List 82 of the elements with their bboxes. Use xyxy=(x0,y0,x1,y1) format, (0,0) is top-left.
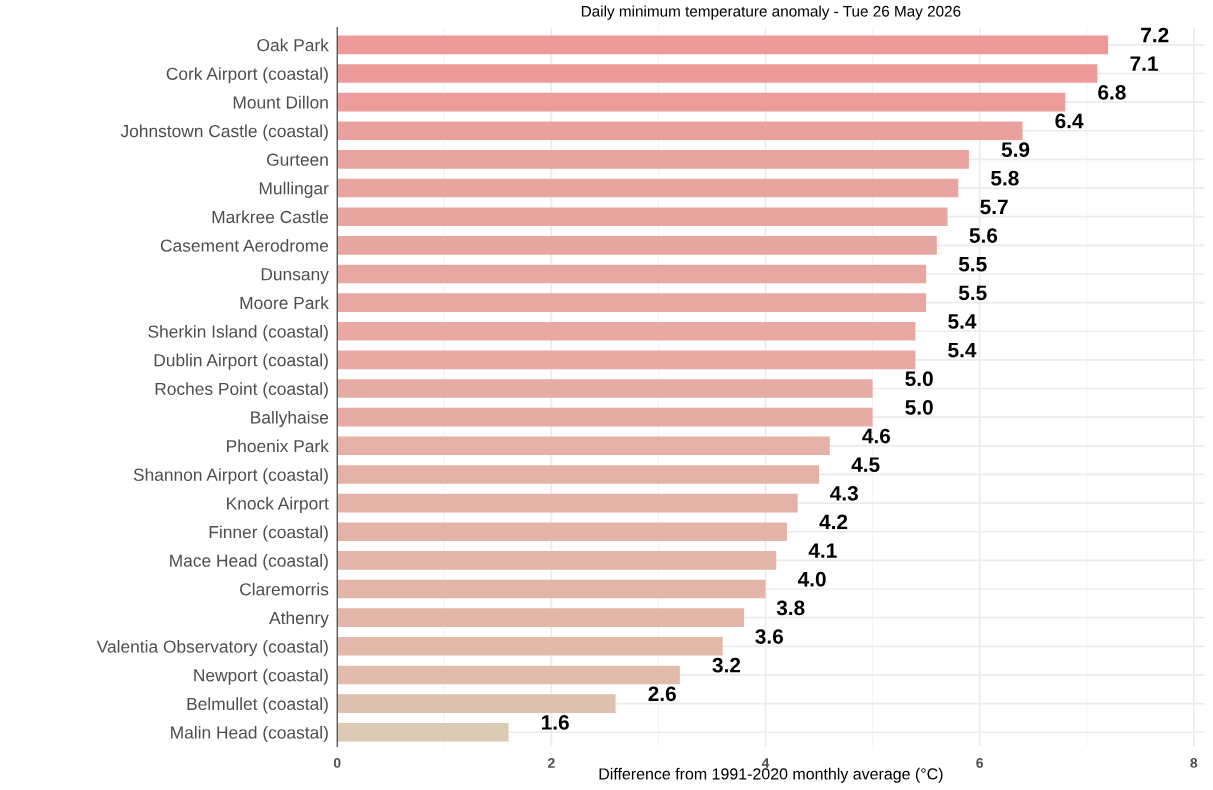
data-label: 5.7 xyxy=(980,199,1008,215)
data-label: 3.2 xyxy=(712,657,741,673)
bar xyxy=(337,579,766,599)
bar xyxy=(337,722,509,742)
data-label: 6.4 xyxy=(1055,113,1084,129)
bar xyxy=(337,121,1023,141)
bar xyxy=(337,321,916,341)
y-tick-label: Malin Head (coastal) xyxy=(171,725,328,743)
x-tick-label: 2 xyxy=(547,758,555,768)
bar xyxy=(337,407,873,427)
data-label: 5.5 xyxy=(958,285,987,301)
bar xyxy=(337,465,820,484)
data-label: 4.3 xyxy=(830,485,858,501)
y-tick-label: Gurteen xyxy=(267,153,328,166)
y-tick-label: Dublin Airport (coastal) xyxy=(154,353,328,370)
bar xyxy=(337,207,948,226)
data-label: 4.2 xyxy=(819,514,848,530)
data-label: 5.8 xyxy=(991,170,1019,186)
x-tick-label: 0 xyxy=(333,758,341,768)
bar xyxy=(337,64,1098,83)
bar xyxy=(337,150,969,169)
data-label: 1.6 xyxy=(541,715,569,730)
bar xyxy=(337,522,787,542)
y-tick-label: Shannon Airport (coastal) xyxy=(133,468,328,485)
y-tick-label: Dunsany xyxy=(261,268,329,284)
data-label: 5.4 xyxy=(948,314,977,329)
bar xyxy=(337,608,745,627)
y-tick-label: Roches Point (coastal) xyxy=(155,382,328,399)
data-label: 5.6 xyxy=(969,228,998,243)
y-tick-label: Markree Castle xyxy=(212,210,329,224)
data-label: 4.5 xyxy=(851,457,880,473)
y-tick-label: Finner (coastal) xyxy=(209,525,328,542)
bar xyxy=(337,379,873,398)
bar xyxy=(337,236,937,255)
data-label: 6.8 xyxy=(1098,84,1126,100)
data-label: 5.0 xyxy=(905,371,933,387)
y-tick-label: Mount Dillon xyxy=(233,95,328,109)
x-tick-label: 4 xyxy=(761,758,770,768)
bar xyxy=(337,35,1109,55)
x-axis-title: Difference from 1991-2020 monthly average (°C) xyxy=(599,767,943,783)
y-tick-label: Ballyhaise xyxy=(251,410,329,428)
bar xyxy=(337,178,959,198)
bar xyxy=(337,637,723,656)
bar xyxy=(337,92,1066,112)
bar xyxy=(337,350,916,370)
bar xyxy=(337,551,777,570)
bar xyxy=(337,264,927,284)
y-tick-label: Oak Park xyxy=(257,38,329,52)
y-tick-label: Cork Airport (coastal) xyxy=(166,67,328,84)
bar xyxy=(337,436,830,456)
data-label: 5.4 xyxy=(948,342,977,358)
y-tick-label: Sherkin Island (coastal) xyxy=(148,324,328,342)
y-tick-label: Claremorris xyxy=(240,582,329,596)
bar xyxy=(337,493,798,513)
y-tick-label: Moore Park xyxy=(240,296,329,310)
y-tick-label: Athenry xyxy=(269,611,329,628)
data-label: 5.0 xyxy=(905,399,933,415)
y-tick-label: Mace Head (coastal) xyxy=(170,554,328,571)
y-tick-label: Phoenix Park xyxy=(227,439,329,453)
bar xyxy=(337,293,927,312)
y-tick-label: Valentia Observatory (coastal) xyxy=(96,640,328,657)
bar xyxy=(337,665,680,685)
data-label: 7.1 xyxy=(1130,56,1158,71)
x-tick-label: 8 xyxy=(1190,758,1198,768)
data-label: 5.9 xyxy=(1001,142,1030,157)
data-label: 2.6 xyxy=(648,686,676,702)
data-label: 4.6 xyxy=(862,428,891,444)
y-tick-label: Belmullet (coastal) xyxy=(187,697,328,714)
data-label: 4.0 xyxy=(797,571,826,587)
y-tick-label: Casement Aerodrome xyxy=(160,239,329,252)
y-tick-label: Newport (coastal) xyxy=(194,668,328,685)
data-label: 3.6 xyxy=(755,629,784,644)
y-tick-label: Johnstown Castle (coastal) xyxy=(120,124,328,141)
y-tick-label: Mullingar xyxy=(259,181,329,198)
y-tick-label: Knock Airport xyxy=(227,496,329,513)
data-label: 4.1 xyxy=(808,543,837,558)
data-label: 5.5 xyxy=(958,257,987,272)
data-label: 7.2 xyxy=(1141,27,1169,43)
chart-title: Daily minimum temperature anomaly - Tue 26 May 2026 xyxy=(581,5,961,20)
data-label: 3.8 xyxy=(776,600,805,616)
x-tick-label: 6 xyxy=(976,758,984,768)
bar xyxy=(337,694,616,713)
